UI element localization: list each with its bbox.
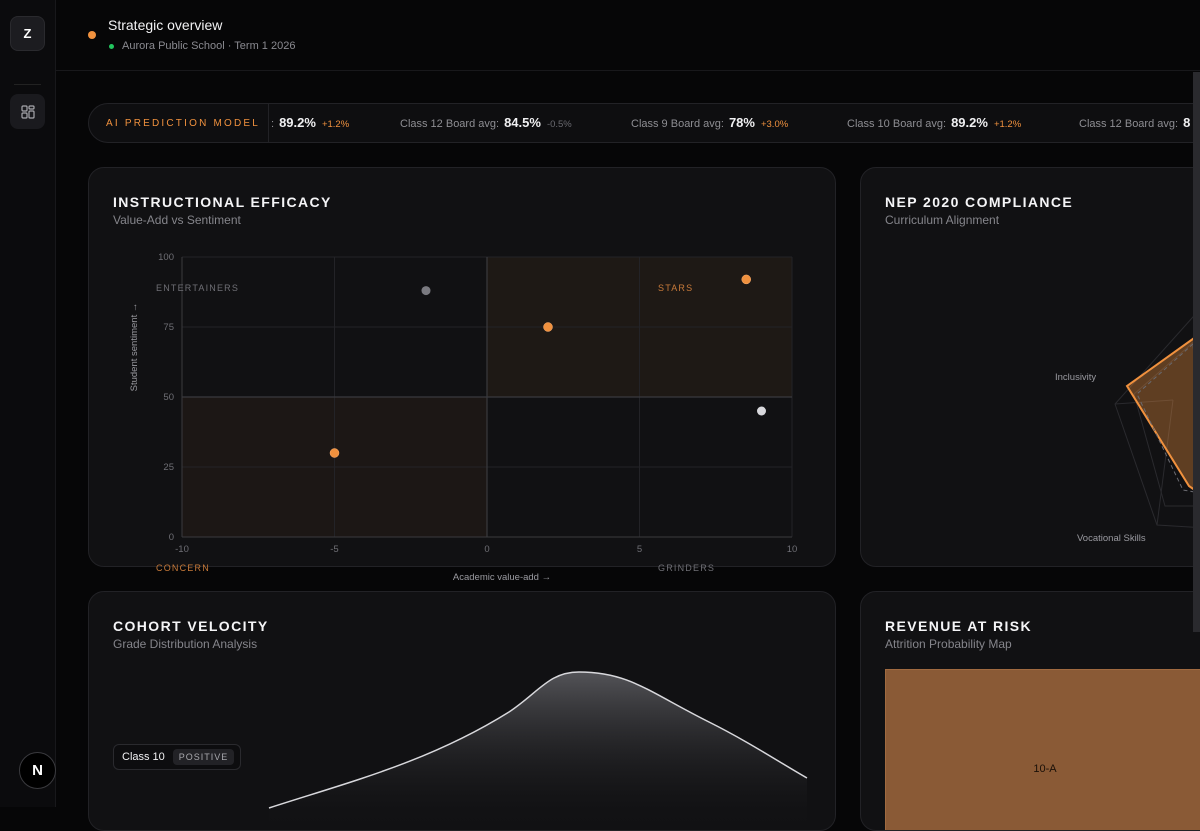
prediction-ticker: AI PREDICTION MODEL :89.2% +1.2% Class 12… [88,103,1200,143]
ticker-item-delta: -0.5% [546,119,572,130]
n-logo-icon: N [32,762,43,779]
grid-icon [20,104,35,119]
radar-axis-label: Vocational Skills [1077,533,1146,544]
ticker-item-delta: +1.2% [993,119,1022,130]
cohort-class-label: Class 10 [122,751,165,763]
card-title: REVENUE AT RISK [885,618,1033,634]
quadrant-label-tr: STARS [658,283,693,293]
ticker-item: Class 12 Board avg: 84.5% -0.5% [400,115,572,130]
ticker-item: Class 12 Board avg: 8 [1079,115,1190,130]
data-point [329,448,340,458]
status-dot-icon [88,31,96,39]
ticker-item-name: : [271,118,275,130]
ticker-item-name: Class 10 Board avg: [847,118,947,130]
y-tick-label: 100 [158,252,174,263]
ticker-item-name: Class 12 Board avg: [400,118,500,130]
cohort-velocity-card: COHORT VELOCITY Grade Distribution Analy… [88,591,836,831]
data-point [757,406,766,416]
x-tick-label: 0 [484,544,489,555]
y-tick-label: 0 [169,532,174,543]
radar-area [1125,334,1200,495]
y-axis-title: Student sentiment → [129,303,140,392]
y-tick-label: 50 [163,392,174,403]
y-tick-label: 75 [163,322,174,333]
card-title: INSTRUCTIONAL EFFICACY [113,194,332,210]
radar-spoke [1156,399,1174,526]
radar-target [1136,342,1200,494]
ticker-divider [268,104,269,142]
distribution-area [269,672,807,830]
cohort-class-badge[interactable]: Class 10 POSITIVE [113,744,242,770]
ticker-item-name: Class 9 Board avg: [631,118,724,130]
assistant-button[interactable]: N [19,752,56,789]
cohort-status-pill: POSITIVE [172,749,235,765]
ticker-item-value: 89.2% [279,115,316,130]
card-subtitle: Grade Distribution Analysis [113,637,258,651]
x-tick-label: -10 [175,544,189,555]
ticker-item-name: Class 12 Board avg: [1079,118,1179,130]
card-title: NEP 2020 COMPLIANCE [885,194,1074,210]
instructional-efficacy-card: INSTRUCTIONAL EFFICACY Value-Add vs Sent… [88,167,836,583]
x-axis-title: Academic value-add → [453,572,551,583]
radar-spoke [1114,399,1174,405]
distribution-curve [268,671,808,809]
page-header: Strategic overview Aurora Public School … [56,0,1200,71]
revenue-at-risk-card: REVENUE AT RISK Attrition Probability Ma… [860,591,1200,831]
x-tick-label: 10 [787,544,798,555]
nep-compliance-card: NEP 2020 COMPLIANCE Curriculum Alignment… [860,167,1200,567]
ticker-item-value: 8 [1183,115,1191,130]
ticker-item: Class 10 Board avg: 89.2% +1.2% [847,115,1021,130]
live-indicator-icon [109,44,114,49]
ticker-item: Class 9 Board avg: 78% +3.0% [631,115,788,130]
x-tick-label: 5 [637,544,642,555]
quadrant-label-br: GRINDERS [658,563,715,573]
ticker-item-delta: +3.0% [760,119,789,130]
page-title: Strategic overview [108,17,223,33]
heatmap-cell-label: 10-A [1033,763,1057,775]
ticker-item-value: 89.2% [951,115,988,130]
data-point [741,274,751,285]
radar-axis-label: Inclusivity [1055,372,1096,383]
data-point [543,322,553,332]
x-tick-label: -5 [330,544,338,555]
y-tick-label: 25 [163,462,174,473]
attrition-heatmap-cell[interactable]: 10-A [885,669,1200,830]
card-title: COHORT VELOCITY [113,618,269,634]
grade-distribution-chart [268,671,808,830]
dashboard-nav-button[interactable] [10,94,45,129]
page-scrollbar[interactable] [1193,72,1200,632]
ticker-item-delta: +1.2% [321,119,350,130]
ticker-item-value: 84.5% [504,115,541,130]
quadrant-label-bl: CONCERN [156,563,210,573]
ticker-item-value: 78% [728,115,755,130]
data-point [421,286,431,296]
card-subtitle: Value-Add vs Sentiment [113,213,241,227]
quadrant-label-tl: ENTERTAINERS [156,283,239,293]
card-subtitle: Attrition Probability Map [885,637,1012,651]
workspace-logo[interactable]: Z [10,16,45,51]
page-subtitle: Aurora Public School · Term 1 2026 [122,40,296,52]
card-subtitle: Curriculum Alignment [885,213,1000,227]
ticker-label: AI PREDICTION MODEL [106,118,261,129]
nep-radar-chart: Inclusivity Vocational Skills [1055,308,1200,544]
ticker-item: :89.2% +1.2% [271,115,349,130]
sidebar: Z N [0,0,56,807]
sidebar-divider [14,84,41,85]
